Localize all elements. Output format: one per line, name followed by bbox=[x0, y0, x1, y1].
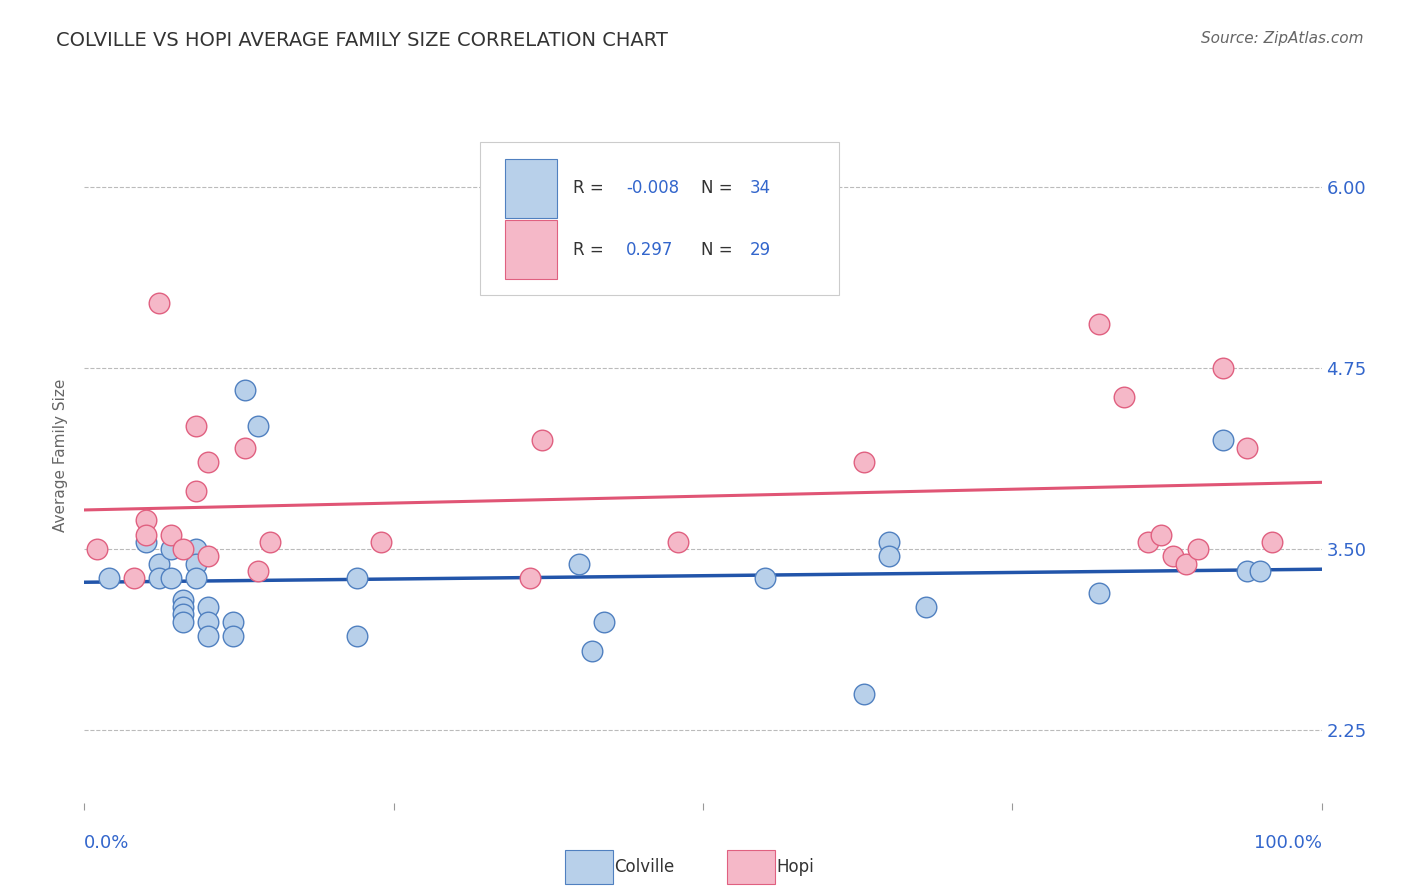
Point bbox=[1261, 535, 1284, 549]
Point bbox=[246, 564, 269, 578]
Point bbox=[346, 629, 368, 643]
Point bbox=[148, 295, 170, 310]
Point bbox=[877, 549, 900, 564]
Point bbox=[1249, 564, 1271, 578]
Y-axis label: Average Family Size: Average Family Size bbox=[53, 378, 69, 532]
Point bbox=[135, 535, 157, 549]
Point bbox=[259, 535, 281, 549]
Point bbox=[122, 571, 145, 585]
Point bbox=[197, 455, 219, 469]
Point bbox=[531, 434, 554, 448]
Point bbox=[914, 600, 936, 615]
Point bbox=[135, 513, 157, 527]
Point bbox=[346, 571, 368, 585]
FancyBboxPatch shape bbox=[481, 142, 839, 295]
Point bbox=[98, 571, 121, 585]
Point bbox=[519, 571, 541, 585]
Point bbox=[1236, 564, 1258, 578]
Point bbox=[1112, 390, 1135, 404]
Point bbox=[197, 600, 219, 615]
Point bbox=[1174, 557, 1197, 571]
Point bbox=[1137, 535, 1160, 549]
Point bbox=[1161, 549, 1184, 564]
Point bbox=[1088, 318, 1111, 332]
Point bbox=[754, 571, 776, 585]
Point bbox=[184, 419, 207, 434]
Point bbox=[222, 629, 245, 643]
Point bbox=[581, 643, 603, 657]
Point bbox=[172, 542, 194, 557]
Point bbox=[1236, 441, 1258, 455]
Point bbox=[172, 607, 194, 622]
Point bbox=[172, 592, 194, 607]
Text: 34: 34 bbox=[749, 179, 770, 197]
Text: N =: N = bbox=[700, 179, 737, 197]
Point bbox=[852, 687, 875, 701]
Point bbox=[852, 455, 875, 469]
Point bbox=[184, 542, 207, 557]
Text: R =: R = bbox=[574, 179, 609, 197]
Text: 0.0%: 0.0% bbox=[84, 834, 129, 852]
Point bbox=[197, 615, 219, 629]
Point bbox=[1212, 434, 1234, 448]
Point bbox=[877, 535, 900, 549]
Point bbox=[246, 419, 269, 434]
Point bbox=[568, 557, 591, 571]
Point bbox=[666, 535, 689, 549]
Point bbox=[172, 615, 194, 629]
Point bbox=[160, 542, 183, 557]
Point bbox=[172, 600, 194, 615]
Point bbox=[148, 571, 170, 585]
FancyBboxPatch shape bbox=[505, 159, 557, 219]
Point bbox=[184, 484, 207, 499]
Text: -0.008: -0.008 bbox=[626, 179, 679, 197]
Point bbox=[1150, 527, 1173, 541]
Text: COLVILLE VS HOPI AVERAGE FAMILY SIZE CORRELATION CHART: COLVILLE VS HOPI AVERAGE FAMILY SIZE COR… bbox=[56, 31, 668, 50]
Text: R =: R = bbox=[574, 241, 609, 259]
Point bbox=[593, 615, 616, 629]
Point bbox=[184, 557, 207, 571]
Text: Hopi: Hopi bbox=[776, 858, 814, 876]
Text: Source: ZipAtlas.com: Source: ZipAtlas.com bbox=[1201, 31, 1364, 46]
Point bbox=[135, 527, 157, 541]
Point bbox=[1187, 542, 1209, 557]
Point bbox=[233, 383, 256, 397]
Point bbox=[148, 557, 170, 571]
FancyBboxPatch shape bbox=[505, 219, 557, 279]
Point bbox=[233, 441, 256, 455]
Point bbox=[370, 535, 392, 549]
Point bbox=[160, 571, 183, 585]
Text: 29: 29 bbox=[749, 241, 770, 259]
Point bbox=[222, 615, 245, 629]
Point bbox=[197, 629, 219, 643]
Text: N =: N = bbox=[700, 241, 737, 259]
Point bbox=[86, 542, 108, 557]
Point bbox=[1212, 361, 1234, 376]
Point bbox=[184, 571, 207, 585]
Text: 100.0%: 100.0% bbox=[1254, 834, 1322, 852]
Point bbox=[197, 549, 219, 564]
Text: 0.297: 0.297 bbox=[626, 241, 673, 259]
Point bbox=[160, 527, 183, 541]
Text: Colville: Colville bbox=[614, 858, 675, 876]
Point bbox=[1088, 585, 1111, 599]
